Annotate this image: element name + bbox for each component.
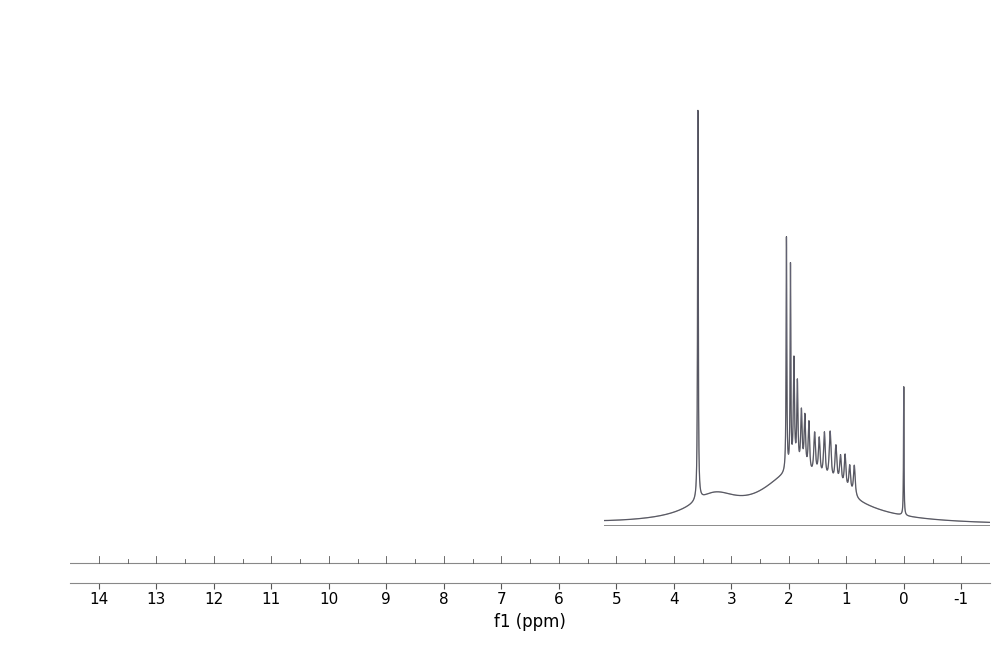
Text: m: m: [209, 343, 219, 353]
Text: f: f: [302, 182, 307, 195]
Text: o: o: [147, 433, 153, 443]
Text: b: b: [130, 145, 138, 158]
Text: g: g: [375, 235, 383, 248]
Text: l: l: [228, 380, 232, 390]
Text: p: p: [120, 475, 127, 485]
Text: O: O: [236, 288, 246, 301]
Text: h: h: [450, 7, 458, 21]
Text: d: d: [375, 7, 383, 21]
Text: a: a: [141, 20, 148, 33]
Text: l: l: [95, 433, 98, 443]
Text: a: a: [88, 113, 95, 126]
Text: m: m: [102, 343, 113, 353]
Text: n: n: [227, 465, 234, 475]
Text: k: k: [269, 486, 276, 496]
Text: m: m: [155, 343, 166, 353]
Text: c: c: [184, 20, 191, 33]
Text: O: O: [71, 168, 80, 178]
Text: j: j: [79, 475, 82, 485]
Text: O: O: [129, 288, 139, 301]
Text: a: a: [173, 113, 180, 126]
Text: O: O: [167, 168, 176, 178]
Text: c: c: [221, 20, 228, 33]
Text: O: O: [129, 235, 139, 248]
Text: l: l: [314, 380, 317, 390]
Text: n: n: [173, 380, 180, 390]
Text: p: p: [269, 359, 276, 369]
Text: l: l: [95, 380, 98, 390]
X-axis label: f1 (ppm): f1 (ppm): [494, 613, 566, 631]
Text: O: O: [220, 224, 230, 238]
Text: O: O: [183, 168, 192, 178]
Text: a: a: [104, 20, 111, 33]
Text: m: m: [262, 343, 273, 353]
Text: O: O: [263, 168, 272, 178]
Text: k: k: [312, 465, 319, 475]
Text: e: e: [301, 60, 308, 73]
